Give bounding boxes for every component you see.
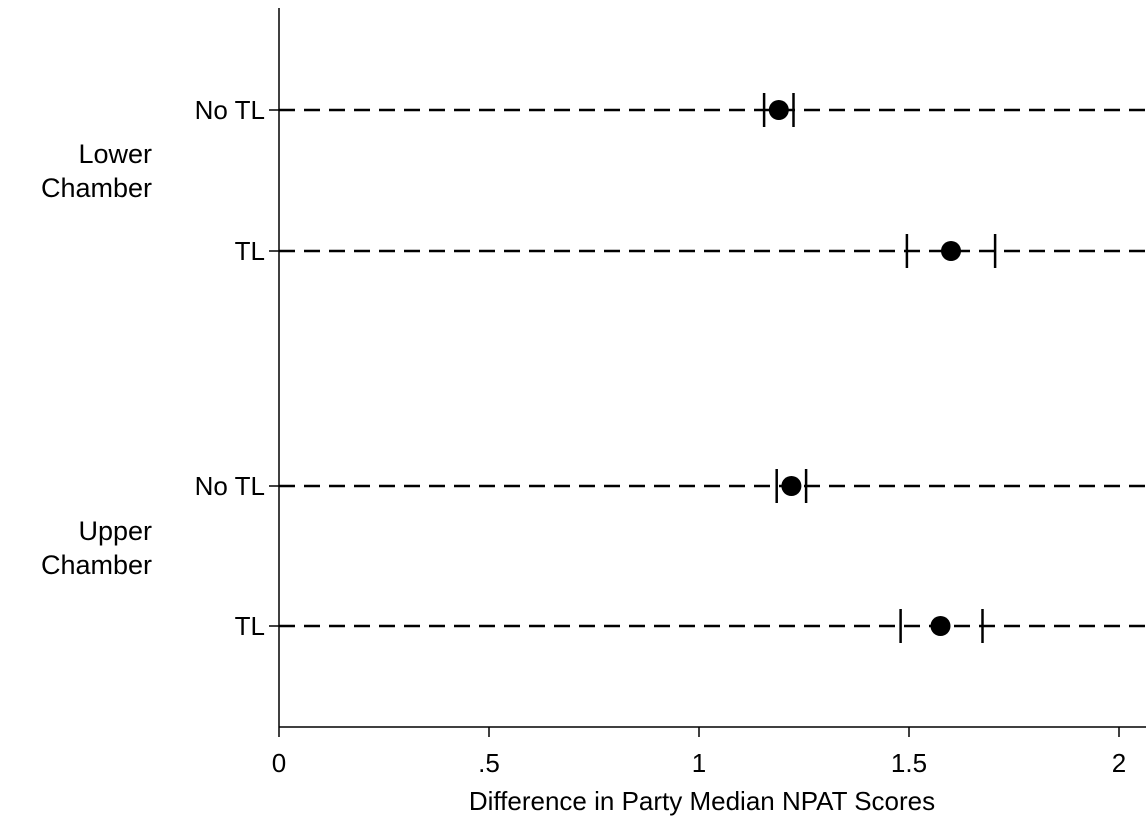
group-label: Upper [78,516,152,546]
row-label: No TL [195,95,265,125]
group-label: Chamber [41,550,152,580]
group-labels-layer: Lower Chamber Upper Chamber [41,139,152,580]
point-estimate [941,241,961,261]
x-tick-label: 1.5 [891,748,927,778]
x-ticks-layer: 0 .5 1 1.5 2 [272,727,1126,778]
point-estimate [781,476,802,496]
x-axis-label: Difference in Party Median NPAT Scores [469,786,935,816]
point-estimate [930,616,951,636]
x-tick-label: 0 [272,748,286,778]
x-tick-label: 2 [1112,748,1126,778]
x-tick-label: 1 [692,748,706,778]
x-tick-label: .5 [478,748,500,778]
rows-layer: No TL TL No TL TL [195,93,1146,643]
row-label: TL [235,611,265,641]
point-estimate [768,100,789,120]
row-label: TL [235,236,265,266]
group-label: Lower [78,139,152,169]
row-label: No TL [195,471,265,501]
group-label: Chamber [41,173,152,203]
